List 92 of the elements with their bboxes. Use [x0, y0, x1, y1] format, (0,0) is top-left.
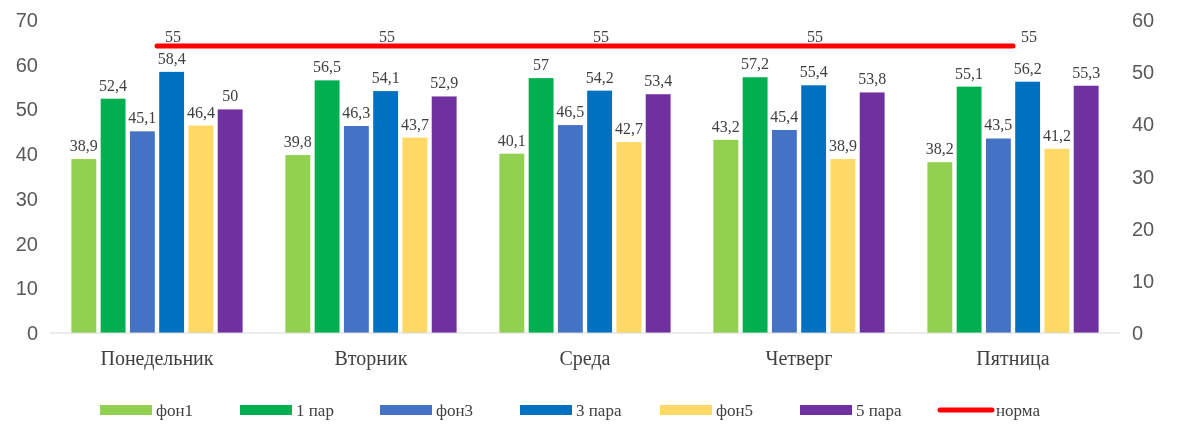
data-label: 55: [593, 28, 609, 46]
bar: [188, 125, 214, 333]
x-tick-label: Понедельник: [100, 347, 214, 370]
bar: [830, 159, 856, 333]
bar: [373, 91, 399, 333]
data-label: 45,1: [128, 109, 157, 127]
bar: [129, 131, 155, 333]
bar: [557, 125, 583, 333]
bar: [587, 90, 613, 333]
data-label: 50: [222, 87, 239, 105]
data-label: 58,4: [157, 49, 186, 67]
bar: [1044, 148, 1070, 333]
y-tick-label: 40: [15, 143, 38, 166]
bar: [985, 138, 1011, 333]
bar: [402, 137, 428, 333]
bar: [742, 77, 768, 333]
data-label: 46,4: [186, 103, 215, 121]
legend-label: 3 пара: [576, 400, 622, 420]
bar: [616, 142, 642, 333]
x-tick-label: Среда: [559, 347, 611, 370]
bar: [1073, 85, 1099, 333]
bar: [499, 153, 525, 333]
y2-tick-label: 40: [1132, 113, 1155, 136]
bar: [956, 86, 982, 333]
bar: [713, 139, 739, 333]
data-label: 56,5: [313, 58, 342, 76]
data-label: 55: [807, 28, 823, 46]
data-label: 55,1: [955, 64, 984, 82]
y-tick-label: 20: [15, 232, 38, 255]
data-label: 38,9: [828, 137, 857, 155]
data-label: 55: [1021, 28, 1037, 46]
bar: [285, 155, 311, 333]
data-label: 42,7: [614, 120, 643, 138]
data-label: 46,5: [556, 103, 585, 121]
data-label: 45,4: [770, 108, 799, 125]
x-tick-label: Вторник: [334, 347, 408, 370]
data-label: 55: [165, 28, 181, 46]
x-tick-label: Четверг: [765, 347, 833, 370]
y2-tick-label: 30: [1132, 165, 1155, 188]
bar: [217, 109, 243, 333]
y2-tick-label: 0: [1132, 322, 1144, 344]
y-tick-label: 10: [15, 277, 38, 300]
x-tick-label: Пятница: [976, 347, 1050, 370]
bar: [645, 94, 671, 333]
y2-tick-label: 10: [1132, 269, 1155, 292]
y-tick-label: 60: [15, 53, 38, 76]
y-tick-label: 30: [15, 187, 38, 210]
bar: [100, 98, 126, 333]
data-label: 46,3: [342, 103, 371, 121]
bar: [343, 125, 369, 333]
legend-label: норма: [996, 400, 1041, 420]
y2-tick-label: 50: [1132, 61, 1155, 84]
y2-tick-label: 20: [1132, 217, 1155, 240]
bar: [801, 85, 827, 333]
data-label: 40,1: [497, 131, 526, 149]
data-label: 39,8: [283, 133, 312, 151]
data-label: 43,5: [984, 116, 1013, 134]
y-tick-label: 70: [15, 9, 38, 31]
data-label: 53,8: [858, 70, 887, 88]
y2-tick-label: 60: [1132, 9, 1155, 31]
data-label: 38,2: [925, 140, 954, 158]
data-label: 54,2: [585, 68, 614, 86]
data-label: 57,2: [741, 55, 770, 73]
data-label: 41,2: [1042, 126, 1071, 144]
data-label: 52,9: [430, 74, 459, 92]
bar: [431, 96, 457, 333]
data-label: 55,4: [799, 63, 828, 81]
legend-label: фон1: [156, 400, 194, 420]
legend-label: 1 пар: [296, 400, 334, 420]
data-label: 55,3: [1072, 63, 1101, 81]
data-label: 53,4: [644, 72, 673, 90]
bar: [71, 159, 97, 333]
bar: [159, 71, 185, 333]
data-label: 54,1: [371, 69, 400, 87]
legend-label: 5 пара: [856, 400, 902, 420]
bar: [528, 78, 554, 333]
data-label: 43,2: [711, 117, 740, 135]
data-label: 43,7: [400, 115, 429, 133]
y-tick-label: 50: [15, 98, 38, 121]
data-label: 52,4: [99, 76, 128, 94]
y-tick-label: 0: [26, 322, 38, 344]
data-label: 55: [379, 28, 395, 46]
data-label: 38,9: [69, 137, 98, 155]
bar: [927, 162, 953, 333]
legend-label: фон5: [716, 400, 754, 420]
bar: [1015, 81, 1041, 333]
data-label: 56,2: [1013, 59, 1042, 77]
data-label: 57: [533, 56, 550, 74]
bar: [771, 130, 797, 333]
legend-label: фон3: [436, 400, 474, 420]
bar: [314, 80, 340, 333]
bar: [859, 92, 885, 333]
